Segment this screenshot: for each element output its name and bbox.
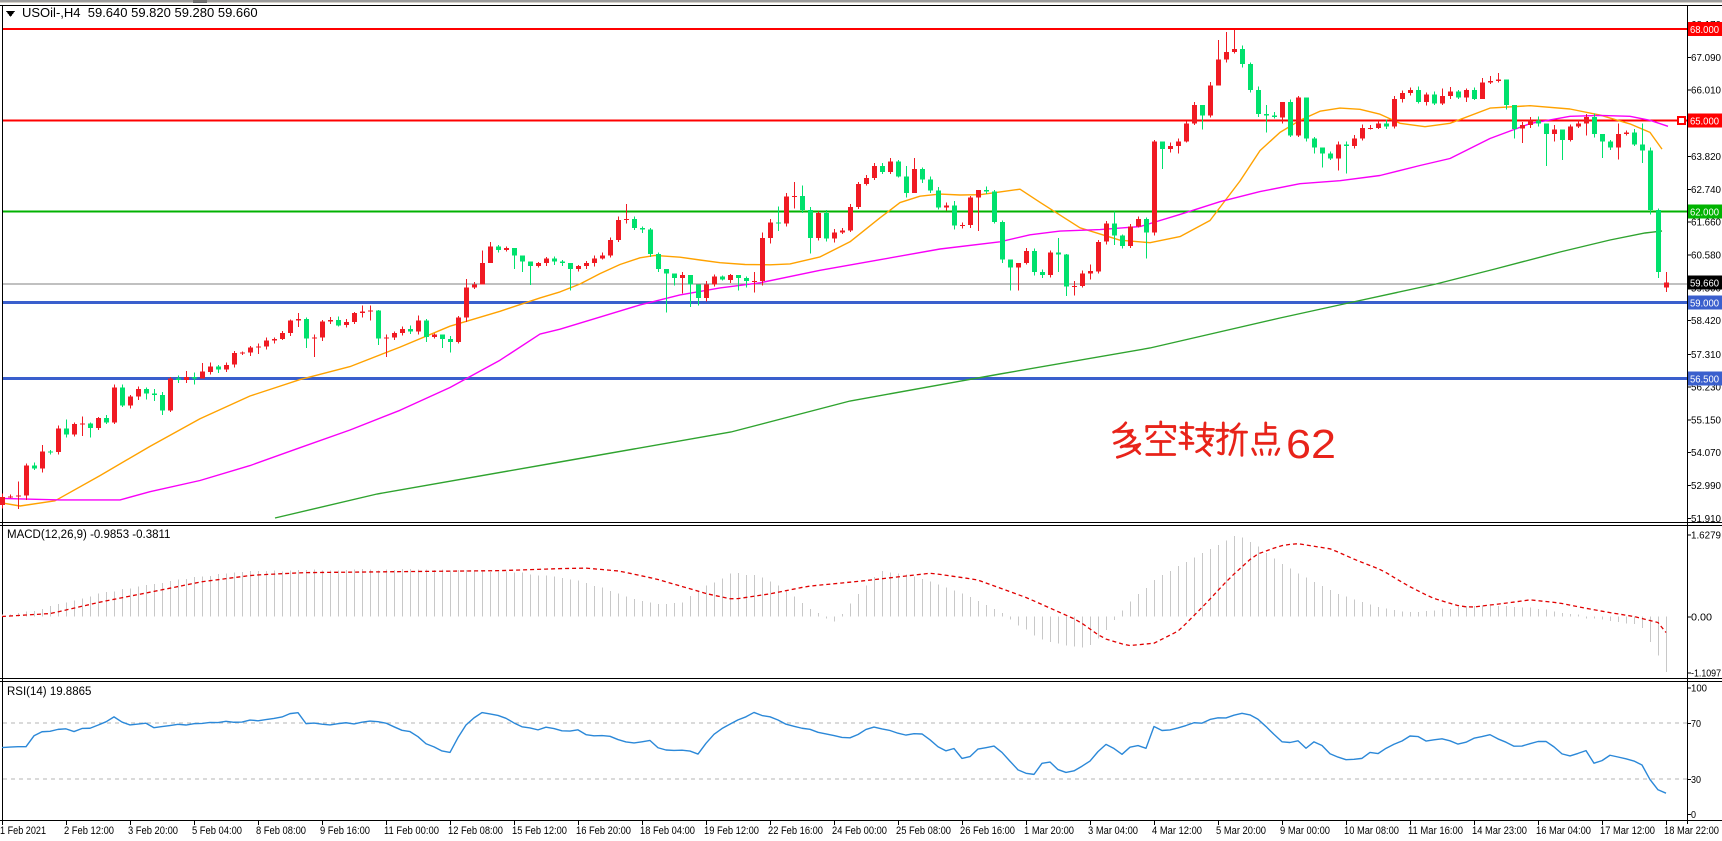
svg-text:USOil-,H4 59.640 59.820 59.28: USOil-,H4 59.640 59.820 59.280 59.660 xyxy=(22,5,258,20)
svg-text:26 Feb 16:00: 26 Feb 16:00 xyxy=(960,825,1015,837)
svg-text:1 Mar 20:00: 1 Mar 20:00 xyxy=(1024,825,1074,837)
svg-text:70: 70 xyxy=(1691,718,1701,730)
svg-text:1 Feb 2021: 1 Feb 2021 xyxy=(0,825,46,837)
svg-text:17 Mar 12:00: 17 Mar 12:00 xyxy=(1600,825,1655,837)
svg-text:5 Mar 20:00: 5 Mar 20:00 xyxy=(1216,825,1266,837)
svg-text:100: 100 xyxy=(1691,683,1707,695)
svg-text:1.6279: 1.6279 xyxy=(1691,530,1721,542)
svg-text:66.010: 66.010 xyxy=(1691,85,1721,97)
svg-text:54.070: 54.070 xyxy=(1691,447,1721,459)
svg-text:22 Feb 16:00: 22 Feb 16:00 xyxy=(768,825,823,837)
svg-text:3 Mar 04:00: 3 Mar 04:00 xyxy=(1088,825,1138,837)
svg-text:2 Feb 12:00: 2 Feb 12:00 xyxy=(64,825,114,837)
svg-text:0.00: 0.00 xyxy=(1691,612,1712,624)
svg-text:19 Feb 12:00: 19 Feb 12:00 xyxy=(704,825,759,837)
svg-text:51.910: 51.910 xyxy=(1691,513,1721,525)
svg-text:59.660: 59.660 xyxy=(1690,277,1719,289)
svg-text:4 Mar 12:00: 4 Mar 12:00 xyxy=(1152,825,1202,837)
svg-text:24 Feb 00:00: 24 Feb 00:00 xyxy=(832,825,887,837)
svg-text:52.990: 52.990 xyxy=(1691,480,1721,492)
svg-text:11 Mar 16:00: 11 Mar 16:00 xyxy=(1408,825,1463,837)
svg-text:30: 30 xyxy=(1691,774,1701,786)
svg-text:16 Mar 04:00: 16 Mar 04:00 xyxy=(1536,825,1591,837)
svg-text:67.090: 67.090 xyxy=(1691,52,1721,64)
svg-text:62.740: 62.740 xyxy=(1691,184,1721,196)
svg-text:9 Mar 00:00: 9 Mar 00:00 xyxy=(1280,825,1330,837)
svg-text:62.000: 62.000 xyxy=(1690,206,1719,218)
svg-text:57.310: 57.310 xyxy=(1691,349,1721,361)
svg-text:55.150: 55.150 xyxy=(1691,414,1721,426)
svg-text:65.000: 65.000 xyxy=(1690,115,1719,127)
svg-text:11 Feb 00:00: 11 Feb 00:00 xyxy=(384,825,439,837)
svg-text:5 Feb 04:00: 5 Feb 04:00 xyxy=(192,825,242,837)
svg-text:60.580: 60.580 xyxy=(1691,250,1721,262)
svg-text:9 Feb 16:00: 9 Feb 16:00 xyxy=(320,825,370,837)
svg-text:3 Feb 20:00: 3 Feb 20:00 xyxy=(128,825,178,837)
svg-text:18 Feb 04:00: 18 Feb 04:00 xyxy=(640,825,695,837)
svg-text:0: 0 xyxy=(1691,809,1696,821)
svg-text:10 Mar 08:00: 10 Mar 08:00 xyxy=(1344,825,1399,837)
svg-text:56.500: 56.500 xyxy=(1690,373,1719,385)
svg-text:63.820: 63.820 xyxy=(1691,151,1721,163)
svg-text:8 Feb 08:00: 8 Feb 08:00 xyxy=(256,825,306,837)
svg-text:18 Mar 22:00: 18 Mar 22:00 xyxy=(1664,825,1719,837)
svg-text:14 Mar 23:00: 14 Mar 23:00 xyxy=(1472,825,1527,837)
svg-text:16 Feb 20:00: 16 Feb 20:00 xyxy=(576,825,631,837)
svg-text:RSI(14) 19.8865: RSI(14) 19.8865 xyxy=(7,686,91,698)
svg-text:-1.1097: -1.1097 xyxy=(1691,667,1721,679)
svg-text:58.420: 58.420 xyxy=(1691,315,1721,327)
svg-text:15 Feb 12:00: 15 Feb 12:00 xyxy=(512,825,567,837)
svg-text:12 Feb 08:00: 12 Feb 08:00 xyxy=(448,825,503,837)
svg-text:61.660: 61.660 xyxy=(1691,217,1721,229)
svg-text:25 Feb 08:00: 25 Feb 08:00 xyxy=(896,825,951,837)
svg-text:62: 62 xyxy=(1286,421,1336,467)
svg-text:MACD(12,26,9) -0.9853 -0.3811: MACD(12,26,9) -0.9853 -0.3811 xyxy=(7,529,170,541)
svg-text:59.000: 59.000 xyxy=(1690,298,1719,310)
svg-text:68.000: 68.000 xyxy=(1690,24,1719,36)
